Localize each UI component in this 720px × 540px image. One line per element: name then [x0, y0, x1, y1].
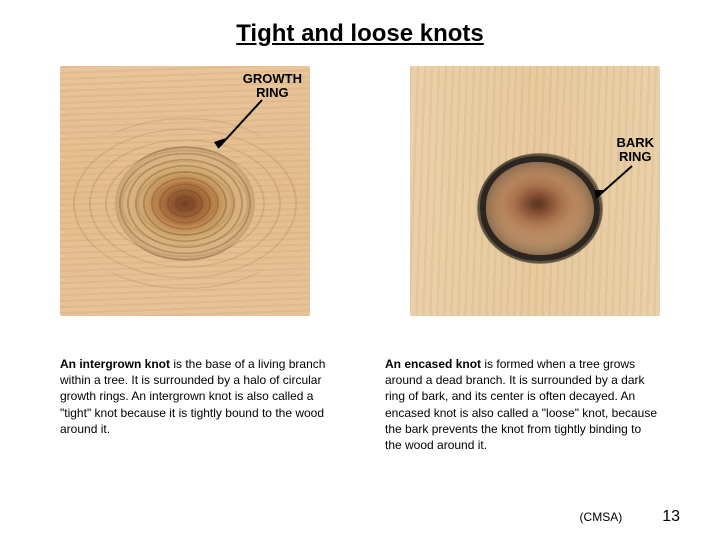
growth-ring-label: GROWTH RING	[243, 72, 302, 101]
callout-text: GROWTH	[243, 71, 302, 86]
image-row: GROWTH RING BARK RING	[40, 66, 680, 316]
loose-knot-image: BARK RING	[410, 66, 660, 316]
lead-term: An encased knot	[385, 357, 481, 371]
tight-knot-description: An intergrown knot is the base of a livi…	[60, 356, 335, 453]
slide-footer: (CMSA) 13	[580, 508, 680, 526]
intergrown-knot-illustration	[115, 146, 255, 261]
loose-knot-description: An encased knot is formed when a tree gr…	[385, 356, 660, 453]
tight-knot-image: GROWTH RING	[60, 66, 310, 316]
lead-term: An intergrown knot	[60, 357, 170, 371]
pointer-arrow-icon	[590, 164, 640, 214]
callout-text: RING	[619, 149, 652, 164]
bark-ring-label: BARK RING	[616, 136, 654, 165]
encased-knot-illustration	[480, 156, 600, 261]
pointer-arrow-icon	[210, 98, 270, 158]
page-number: 13	[662, 508, 680, 526]
description-row: An intergrown knot is the base of a livi…	[40, 356, 680, 453]
description-text: is formed when a tree grows around a dea…	[385, 357, 657, 452]
slide-title: Tight and loose knots	[40, 20, 680, 48]
callout-text: BARK	[616, 135, 654, 150]
attribution: (CMSA)	[580, 510, 623, 524]
